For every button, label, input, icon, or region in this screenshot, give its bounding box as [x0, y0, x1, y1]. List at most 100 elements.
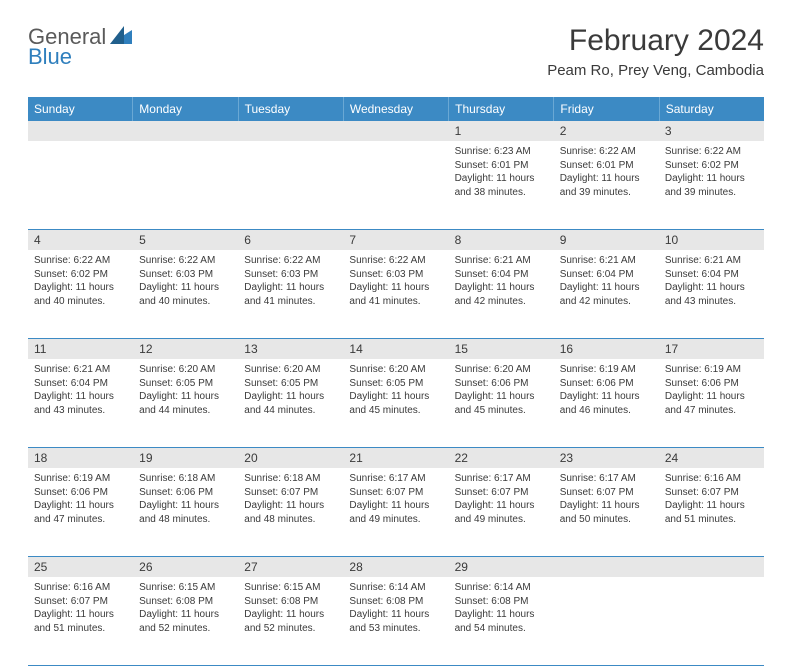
daylight-text: and 38 minutes. — [455, 186, 548, 200]
day-cell: Sunrise: 6:17 AMSunset: 6:07 PMDaylight:… — [449, 468, 554, 556]
day-number: 27 — [238, 557, 343, 577]
sunrise-text: Sunrise: 6:20 AM — [139, 363, 232, 377]
sunrise-text: Sunrise: 6:15 AM — [139, 581, 232, 595]
sunrise-text: Sunrise: 6:17 AM — [455, 472, 548, 486]
day-cell: Sunrise: 6:19 AMSunset: 6:06 PMDaylight:… — [28, 468, 133, 556]
day-number: 3 — [659, 121, 764, 141]
day-number — [554, 557, 659, 577]
calendar-header-row: Sunday Monday Tuesday Wednesday Thursday… — [28, 97, 764, 121]
day-cell: Sunrise: 6:22 AMSunset: 6:03 PMDaylight:… — [238, 250, 343, 338]
daylight-text: Daylight: 11 hours — [139, 281, 232, 295]
day-cell: Sunrise: 6:20 AMSunset: 6:06 PMDaylight:… — [449, 359, 554, 447]
sunset-text: Sunset: 6:06 PM — [665, 377, 758, 391]
daylight-text: and 51 minutes. — [665, 513, 758, 527]
day-number: 19 — [133, 448, 238, 468]
daylight-text: Daylight: 11 hours — [560, 390, 653, 404]
week-row: Sunrise: 6:21 AMSunset: 6:04 PM Daylight:… — [28, 359, 764, 447]
daylight-text: and 53 minutes. — [349, 622, 442, 636]
sunset-text: Sunset: 6:07 PM — [34, 595, 127, 609]
sunset-text: Sunset: 6:06 PM — [455, 377, 548, 391]
day-cell: Sunrise: 6:21 AMSunset: 6:04 PMDaylight:… — [449, 250, 554, 338]
day-cell: Sunrise: 6:22 AMSunset: 6:03 PMDaylight:… — [133, 250, 238, 338]
sunrise-text: Sunrise: 6:18 AM — [244, 472, 337, 486]
logo-text-blue: Blue — [28, 44, 72, 70]
day-cell: Sunrise: 6:20 AMSunset: 6:05 PMDaylight:… — [343, 359, 448, 447]
day-cell: Sunrise: 6:21 AMSunset: 6:04 PMDaylight:… — [28, 359, 133, 447]
daylight-text: Daylight: 11 hours — [139, 608, 232, 622]
sunrise-text: Sunrise: 6:22 AM — [665, 145, 758, 159]
sunset-text: Sunset: 6:06 PM — [139, 486, 232, 500]
day-number: 11 — [28, 339, 133, 359]
sunset-text: Sunset: 6:03 PM — [139, 268, 232, 282]
day-number: 15 — [449, 339, 554, 359]
daylight-text: and 54 minutes. — [455, 622, 548, 636]
day-cell: Sunrise: 6:17 AMSunset: 6:07 PMDaylight:… — [343, 468, 448, 556]
daylight-text: and 45 minutes. — [455, 404, 548, 418]
sunrise-text: Sunrise: 6:22 AM — [34, 254, 127, 268]
day-cell: Sunrise: 6:19 AMSunset: 6:06 PMDaylight:… — [659, 359, 764, 447]
daylight-text: and 43 minutes. — [665, 295, 758, 309]
sunset-text: Sunset: 6:08 PM — [139, 595, 232, 609]
day-number: 28 — [343, 557, 448, 577]
daynum-row: 2526272829 — [28, 556, 764, 577]
daylight-text: Daylight: 11 hours — [34, 281, 127, 295]
daylight-text: and 48 minutes. — [139, 513, 232, 527]
sunset-text: Sunset: 6:03 PM — [349, 268, 442, 282]
sunset-text: Sunset: 6:07 PM — [455, 486, 548, 500]
day-cell: Sunrise: 6:21 AMSunset: 6:04 PMDaylight:… — [659, 250, 764, 338]
day-cell: Sunrise: 6:22 AMSunset: 6:02 PMDaylight:… — [659, 141, 764, 229]
logo-row2: Blue — [28, 44, 72, 70]
sunrise-text: Sunrise: 6:19 AM — [665, 363, 758, 377]
sunset-text: Sunset: 6:05 PM — [244, 377, 337, 391]
daylight-text: and 40 minutes. — [139, 295, 232, 309]
sunset-text: Sunset: 6:05 PM — [139, 377, 232, 391]
daylight-text: and 44 minutes. — [244, 404, 337, 418]
sail-icon — [110, 26, 132, 49]
sunrise-text: Sunrise: 6:21 AM — [34, 363, 127, 377]
day-cell: Sunrise: 6:22 AMSunset: 6:01 PMDaylight:… — [554, 141, 659, 229]
day-number: 12 — [133, 339, 238, 359]
sunset-text: Sunset: 6:04 PM — [34, 377, 127, 391]
daylight-text: Daylight: 11 hours — [665, 281, 758, 295]
day-number: 14 — [343, 339, 448, 359]
day-number: 18 — [28, 448, 133, 468]
daylight-text: Daylight: 11 hours — [349, 499, 442, 513]
daynum-row: 18192021222324 — [28, 447, 764, 468]
day-cell: Sunrise: 6:18 AMSunset: 6:07 PMDaylight:… — [238, 468, 343, 556]
daylight-text: Daylight: 11 hours — [244, 608, 337, 622]
day-number: 26 — [133, 557, 238, 577]
sunset-text: Sunset: 6:04 PM — [560, 268, 653, 282]
daylight-text: Daylight: 11 hours — [455, 390, 548, 404]
day-cell: Sunrise: 6:16 AMSunset: 6:07 PMDaylight:… — [659, 468, 764, 556]
daylight-text: Daylight: 11 hours — [665, 172, 758, 186]
sunset-text: Sunset: 6:04 PM — [455, 268, 548, 282]
daylight-text: and 46 minutes. — [560, 404, 653, 418]
day-number: 16 — [554, 339, 659, 359]
location: Peam Ro, Prey Veng, Cambodia — [547, 62, 764, 79]
week-row: Sunrise: 6:23 AMSunset: 6:01 PM Daylight:… — [28, 141, 764, 229]
sunset-text: Sunset: 6:07 PM — [349, 486, 442, 500]
sunrise-text: Sunrise: 6:15 AM — [244, 581, 337, 595]
daylight-text: and 52 minutes. — [139, 622, 232, 636]
sunrise-text: Sunrise: 6:22 AM — [349, 254, 442, 268]
sunrise-text: Sunrise: 6:21 AM — [665, 254, 758, 268]
daylight-text: and 42 minutes. — [455, 295, 548, 309]
day-cell: Sunrise: 6:21 AMSunset: 6:04 PMDaylight:… — [554, 250, 659, 338]
sunrise-text: Sunrise: 6:23 AM — [455, 145, 548, 159]
weekday-wed: Wednesday — [344, 97, 449, 121]
weekday-tue: Tuesday — [239, 97, 344, 121]
daylight-text: Daylight: 11 hours — [244, 281, 337, 295]
day-number: 6 — [238, 230, 343, 250]
title-block: February 2024 Peam Ro, Prey Veng, Cambod… — [547, 24, 764, 79]
weekday-fri: Friday — [554, 97, 659, 121]
sunset-text: Sunset: 6:01 PM — [455, 159, 548, 173]
day-number — [28, 121, 133, 141]
daylight-text: and 39 minutes. — [665, 186, 758, 200]
daylight-text: and 43 minutes. — [34, 404, 127, 418]
calendar: Sunday Monday Tuesday Wednesday Thursday… — [28, 97, 764, 666]
day-cell: Sunrise: 6:16 AMSunset: 6:07 PMDaylight:… — [28, 577, 133, 665]
day-cell: Sunrise: 6:17 AMSunset: 6:07 PMDaylight:… — [554, 468, 659, 556]
day-cell: Sunrise: 6:15 AMSunset: 6:08 PMDaylight:… — [238, 577, 343, 665]
month-year: February 2024 — [547, 24, 764, 58]
weekday-mon: Monday — [133, 97, 238, 121]
